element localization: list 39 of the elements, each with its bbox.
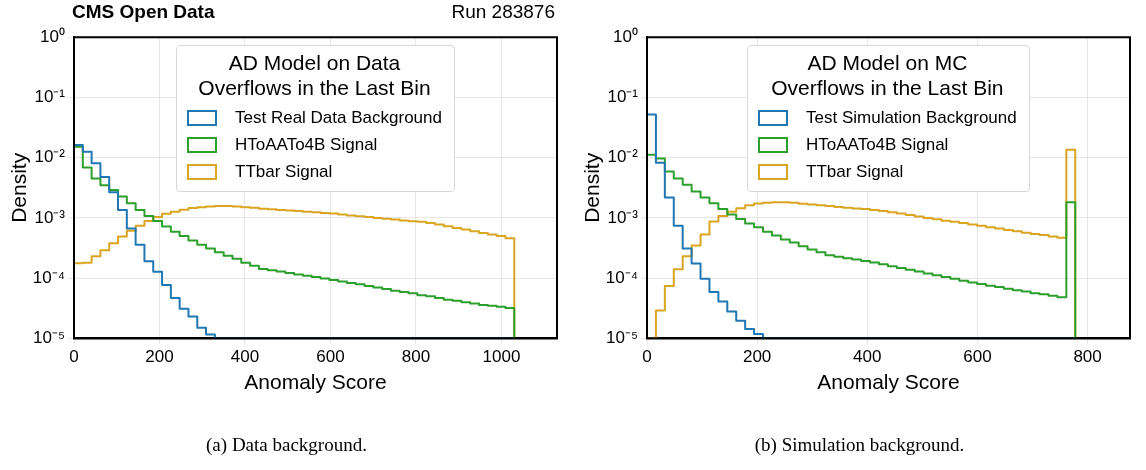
- legend-label: HToAATo4B Signal: [234, 134, 379, 157]
- chart-subtitle: Run 283876: [451, 0, 555, 24]
- y-tick-label: 10⁻⁵: [606, 328, 638, 348]
- chart-title: CMS Open Data: [72, 0, 215, 24]
- x-tick-label: 200: [145, 347, 174, 367]
- y-axis-title: Density: [580, 152, 604, 223]
- x-tick-label: 800: [401, 347, 431, 367]
- x-tick-label: 0: [642, 347, 652, 367]
- x-axis-title: Anomaly Score: [244, 370, 387, 394]
- y-tick-label: 10⁰: [613, 26, 638, 46]
- x-tick-label: 200: [742, 347, 772, 367]
- legend-label: Test Simulation Background: [805, 107, 1017, 130]
- x-tick-label: 600: [316, 347, 345, 367]
- y-tick-label: 10⁻⁴: [32, 267, 65, 287]
- x-tick-label: 400: [230, 347, 260, 367]
- x-tick-label: 0: [69, 347, 79, 367]
- x-axis-title: Anomaly Score: [817, 370, 960, 394]
- x-tick-label: 600: [963, 347, 992, 367]
- legend-label: Test Real Data Background: [234, 107, 442, 130]
- x-tick-label: 400: [853, 347, 882, 367]
- x-tick-label: 800: [1073, 347, 1102, 367]
- legend-title: AD Model on MC Overflows in the Last Bin: [770, 50, 1005, 101]
- legend-label: TTbar Signal: [234, 161, 334, 184]
- legend-label: HToAATo4B Signal: [805, 134, 950, 157]
- y-tick-label: 10⁻⁵: [33, 328, 65, 348]
- y-tick-label: 10⁻⁴: [605, 267, 638, 287]
- legend-label: TTbar Signal: [805, 161, 905, 184]
- y-tick-label: 10⁻²: [607, 147, 639, 167]
- y-axis-title: Density: [7, 152, 31, 223]
- legend-title: AD Model on Data Overflows in the Last Bin: [197, 50, 432, 101]
- y-tick-label: 10⁻¹: [607, 87, 639, 107]
- y-tick-label: 10⁻²: [34, 147, 66, 167]
- text: (b) Simulation background.: [753, 434, 966, 456]
- y-tick-label: 10⁰: [40, 26, 65, 46]
- y-tick-label: 10⁻¹: [34, 87, 66, 107]
- text: (a) Data background.: [205, 434, 368, 456]
- x-tick-label: 1000: [482, 347, 521, 367]
- y-tick-label: 10⁻³: [34, 207, 66, 227]
- y-tick-label: 10⁻³: [607, 207, 639, 227]
